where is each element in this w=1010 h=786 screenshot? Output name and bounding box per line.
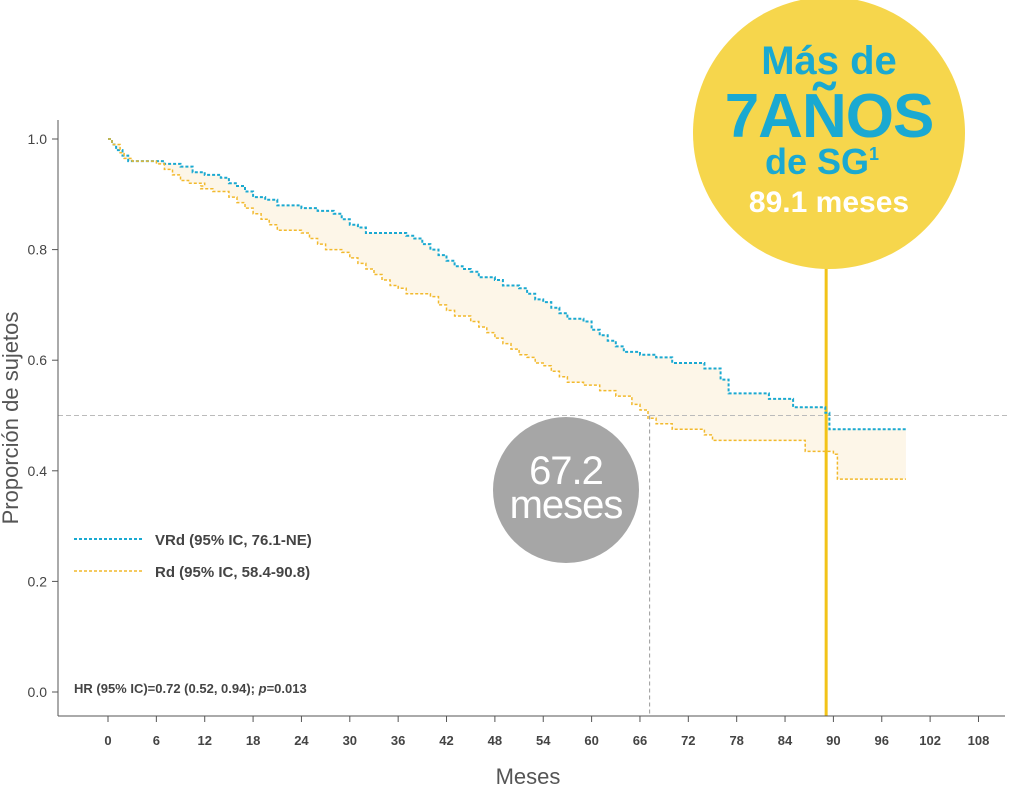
os-badge-line3: de SG1 [765, 141, 879, 182]
median-rd-circle-shape [493, 417, 639, 563]
x-tick-label: 6 [153, 733, 160, 748]
p-label: p [258, 681, 267, 696]
x-tick-label: 42 [439, 733, 453, 748]
x-tick-label: 60 [584, 733, 598, 748]
x-tick-label: 66 [633, 733, 647, 748]
x-tick-label: 0 [104, 733, 111, 748]
y-tick-label: 0.8 [28, 242, 48, 258]
x-tick-label: 48 [488, 733, 502, 748]
x-tick-label: 84 [778, 733, 793, 748]
legend: VRd (95% IC, 76.1-NE) Rd (95% IC, 58.4-9… [74, 532, 312, 581]
x-tick-label: 12 [197, 733, 211, 748]
median-rd-unit: meses [510, 483, 623, 527]
y-tick-label: 1.0 [28, 131, 48, 147]
x-tick-label: 36 [391, 733, 405, 748]
y-tick-label: 0.2 [28, 573, 48, 589]
x-axis-ticks: 0 6 12 18 24 30 36 42 48 54 60 66 72 78 84 90 96 102 108 [104, 716, 989, 748]
hr-text: HR (95% IC)=0.72 (0.52, 0.94); [74, 681, 259, 696]
x-tick-label: 78 [729, 733, 743, 748]
y-axis-title: Proporción de sujetos [0, 312, 23, 525]
x-tick-label: 18 [246, 733, 260, 748]
median-rd-circle: 67.2 meses [493, 417, 639, 563]
x-tick-label: 96 [875, 733, 889, 748]
x-tick-label: 102 [919, 733, 941, 748]
y-tick-label: 0.4 [28, 463, 48, 479]
x-tick-label: 30 [343, 733, 357, 748]
os-badge-line3-text: de SG [765, 141, 869, 182]
os-badge-line4: 89.1 meses [749, 186, 909, 219]
os-badge-superscript: 1 [869, 144, 879, 164]
curve-rd [108, 138, 906, 480]
x-tick-label: 108 [968, 733, 990, 748]
difference-band-layer [108, 139, 906, 480]
os-badge-line2: 7AÑOS [725, 82, 934, 151]
legend-label-vrd: VRd (95% IC, 76.1-NE) [155, 532, 312, 549]
x-axis-title: Meses [496, 764, 561, 786]
os-badge-line1: Más de [761, 39, 897, 83]
reference-lines [58, 262, 1008, 716]
y-tick-label: 0.0 [28, 684, 48, 700]
x-tick-label: 72 [681, 733, 695, 748]
y-tick-label: 0.6 [28, 352, 48, 368]
median-rd-value: 67.2 [529, 449, 603, 493]
hr-annotation: HR (95% IC)=0.72 (0.52, 0.94); p=0.013 [74, 681, 307, 696]
p-value: =0.013 [267, 681, 307, 696]
curve-vrd [108, 138, 906, 431]
y-axis-ticks: 0.0 0.2 0.4 0.6 0.8 1.0 [28, 131, 58, 700]
difference-band [108, 139, 906, 480]
os-badge-circle [693, 0, 965, 269]
legend-label-rd: Rd (95% IC, 58.4-90.8) [155, 564, 310, 581]
x-tick-label: 90 [826, 733, 840, 748]
os-badge: Más de 7AÑOS de SG1 89.1 meses [693, 0, 965, 269]
survival-curves [108, 138, 906, 480]
x-tick-label: 54 [536, 733, 551, 748]
x-tick-label: 24 [294, 733, 309, 748]
